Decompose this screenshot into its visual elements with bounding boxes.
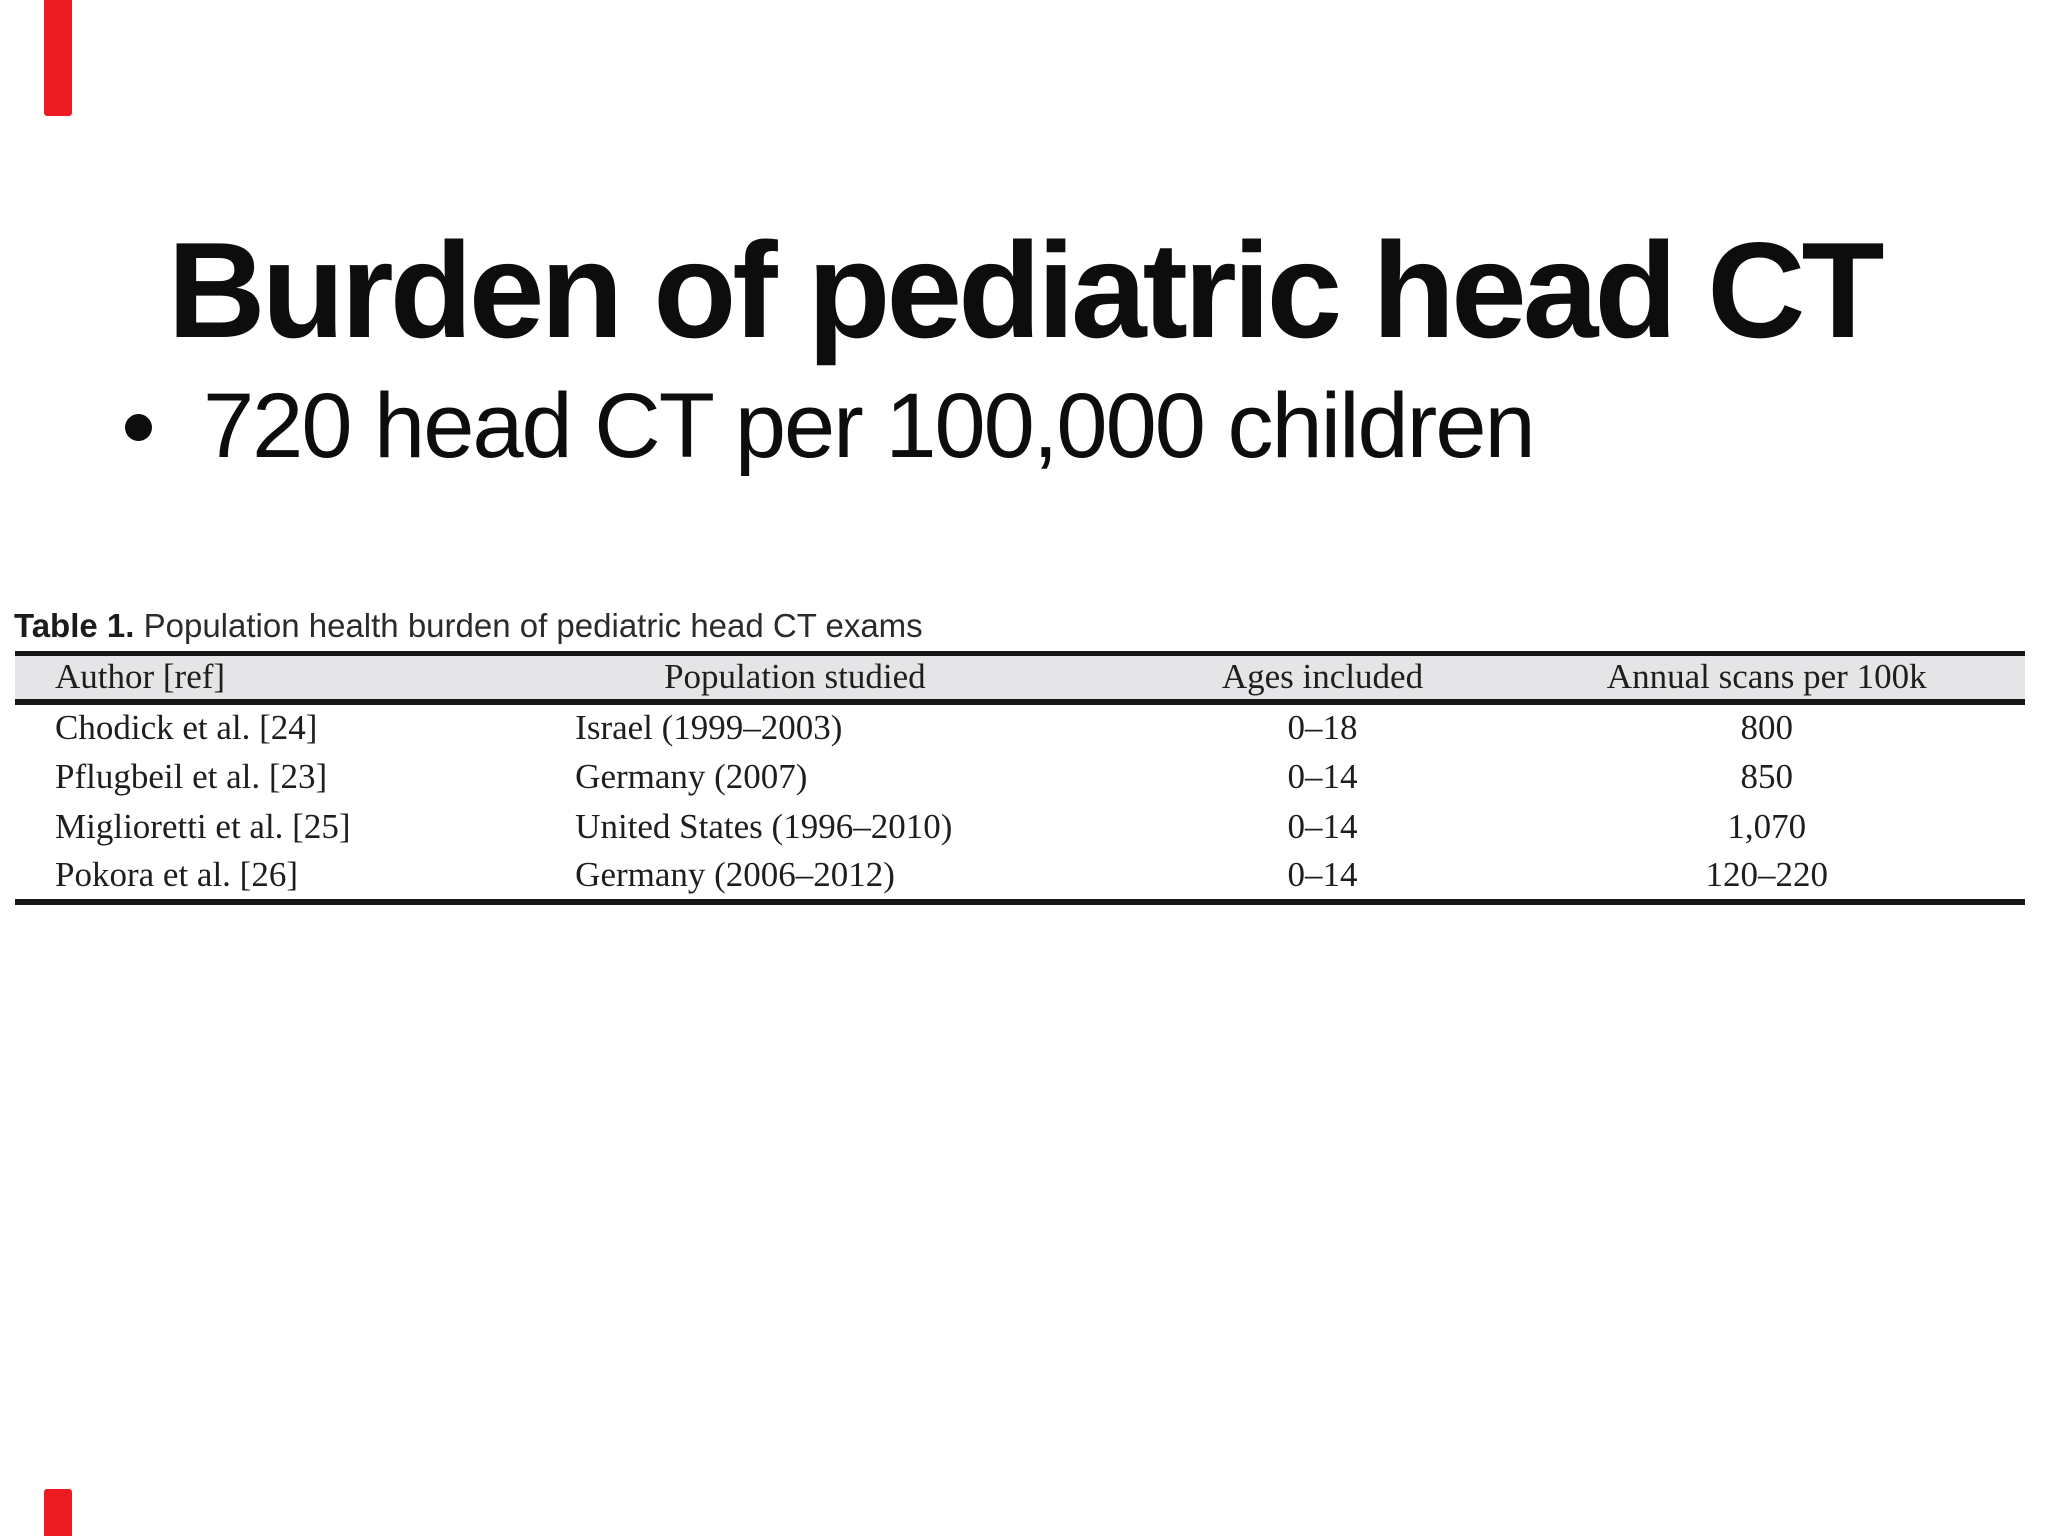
header-scans: Annual scans per 100k — [1508, 653, 2025, 705]
cell-scans: 800 — [1740, 708, 1793, 747]
bullet-point-icon — [125, 414, 152, 441]
cell-population: United States (1996–2010) — [575, 806, 953, 846]
cell-scans: 850 — [1740, 756, 1793, 796]
header-population: Population studied — [453, 653, 1137, 705]
cell-author: Pokora et al. [26] — [55, 855, 298, 894]
table-caption-label: Table 1. — [14, 607, 135, 644]
data-table-container: Author [ref] Population studied Ages inc… — [15, 651, 2025, 905]
cell-author: Chodick et al. [24] — [55, 708, 318, 747]
table-row: Chodick et al. [24] Israel (1999–2003) 0… — [15, 702, 2025, 752]
table-row: Pokora et al. [26] Germany (2006–2012) 0… — [15, 852, 2025, 902]
cell-scans: 1,070 — [1727, 806, 1807, 846]
bullet-text: 720 head CT per 100,000 children — [203, 375, 1536, 477]
cell-population: Israel (1999–2003) — [575, 708, 843, 747]
cell-ages: 0–18 — [1287, 708, 1358, 747]
table-caption-text: Population health burden of pediatric he… — [134, 607, 923, 644]
table-header-row: Author [ref] Population studied Ages inc… — [15, 653, 2025, 705]
cell-ages: 0–14 — [1287, 855, 1358, 894]
slide-title: Burden of pediatric head CT — [167, 214, 1884, 367]
table-row: Miglioretti et al. [25] United States (1… — [15, 802, 2025, 852]
cell-population: Germany (2007) — [575, 756, 808, 796]
population-burden-table: Author [ref] Population studied Ages inc… — [15, 651, 2025, 905]
table-caption: Table 1. Population health burden of ped… — [14, 606, 923, 646]
header-author: Author [ref] — [15, 653, 454, 705]
cell-ages: 0–14 — [1287, 756, 1358, 796]
red-edge-marker-bottom — [44, 1489, 72, 1536]
cell-ages: 0–14 — [1287, 806, 1358, 846]
cell-scans: 120–220 — [1705, 855, 1828, 894]
cell-author: Pflugbeil et al. [23] — [55, 756, 328, 796]
table-row: Pflugbeil et al. [23] Germany (2007) 0–1… — [15, 752, 2025, 802]
cell-population: Germany (2006–2012) — [575, 855, 895, 894]
red-edge-marker-top — [44, 0, 72, 116]
header-ages: Ages included — [1136, 653, 1509, 705]
cell-author: Miglioretti et al. [25] — [55, 806, 351, 846]
